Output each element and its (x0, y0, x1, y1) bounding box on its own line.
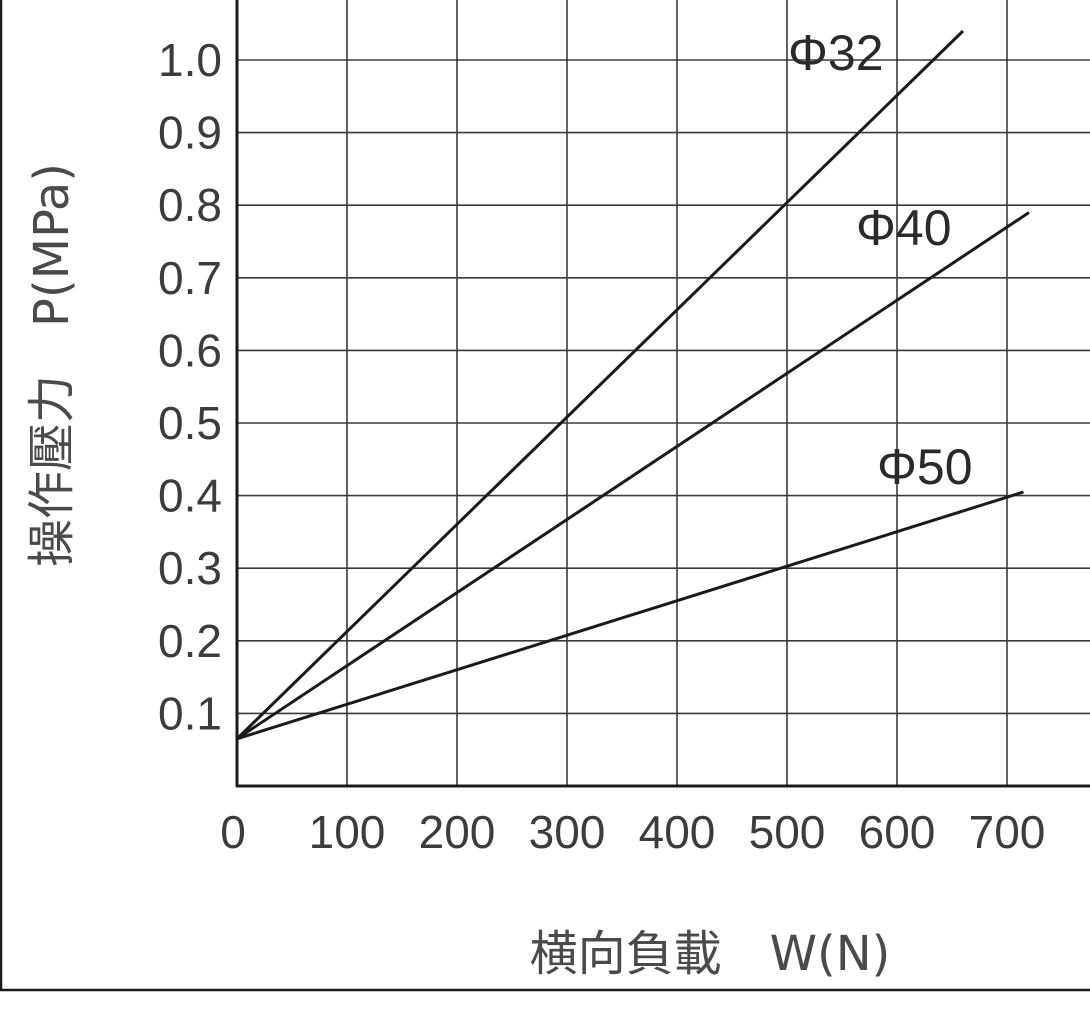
x-tick-label-200: 200 (419, 806, 496, 858)
x-tick-labels: 0 100 200 300 400 500 600 700 (220, 806, 1045, 858)
y-tick-label-1.0: 1.0 (158, 34, 222, 86)
y-tick-label-0.4: 0.4 (158, 470, 222, 522)
x-axis-title: 横向負載 W(N) (530, 926, 891, 982)
y-tick-label-0.5: 0.5 (158, 397, 222, 449)
y-axis-title: 操作壓力 P(MPa) (24, 163, 80, 567)
x-tick-label-300: 300 (529, 806, 606, 858)
x-tick-label-500: 500 (749, 806, 826, 858)
series-line-2 (236, 211, 1030, 741)
y-tick-label-0.6: 0.6 (158, 324, 222, 376)
series-label-3: Φ50 (877, 439, 973, 495)
series-labels: Φ32 Φ40 Φ50 (788, 25, 973, 495)
series-line-3 (236, 490, 1024, 741)
x-tick-label-400: 400 (639, 806, 716, 858)
series-label-1: Φ32 (788, 25, 884, 81)
x-tick-label-100: 100 (309, 806, 386, 858)
x-tick-label-600: 600 (859, 806, 936, 858)
x-tick-label-700: 700 (969, 806, 1046, 858)
series-line-1 (235, 29, 965, 740)
y-tick-label-0.8: 0.8 (158, 179, 222, 231)
y-tick-label-0.9: 0.9 (158, 107, 222, 159)
series-label-2: Φ40 (856, 200, 952, 256)
axes (235, 0, 1090, 788)
y-tick-label-0.3: 0.3 (158, 542, 222, 594)
series-lines (235, 29, 1030, 741)
y-tick-label-0.7: 0.7 (158, 252, 222, 304)
grid (237, 0, 1090, 786)
y-tick-label-0.2: 0.2 (158, 615, 222, 667)
y-tick-labels: 0.1 0.2 0.3 0.4 0.5 0.6 0.7 0.8 0.9 1.0 (158, 34, 222, 739)
y-tick-label-0.1: 0.1 (158, 687, 222, 739)
x-tick-label-0: 0 (220, 806, 246, 858)
